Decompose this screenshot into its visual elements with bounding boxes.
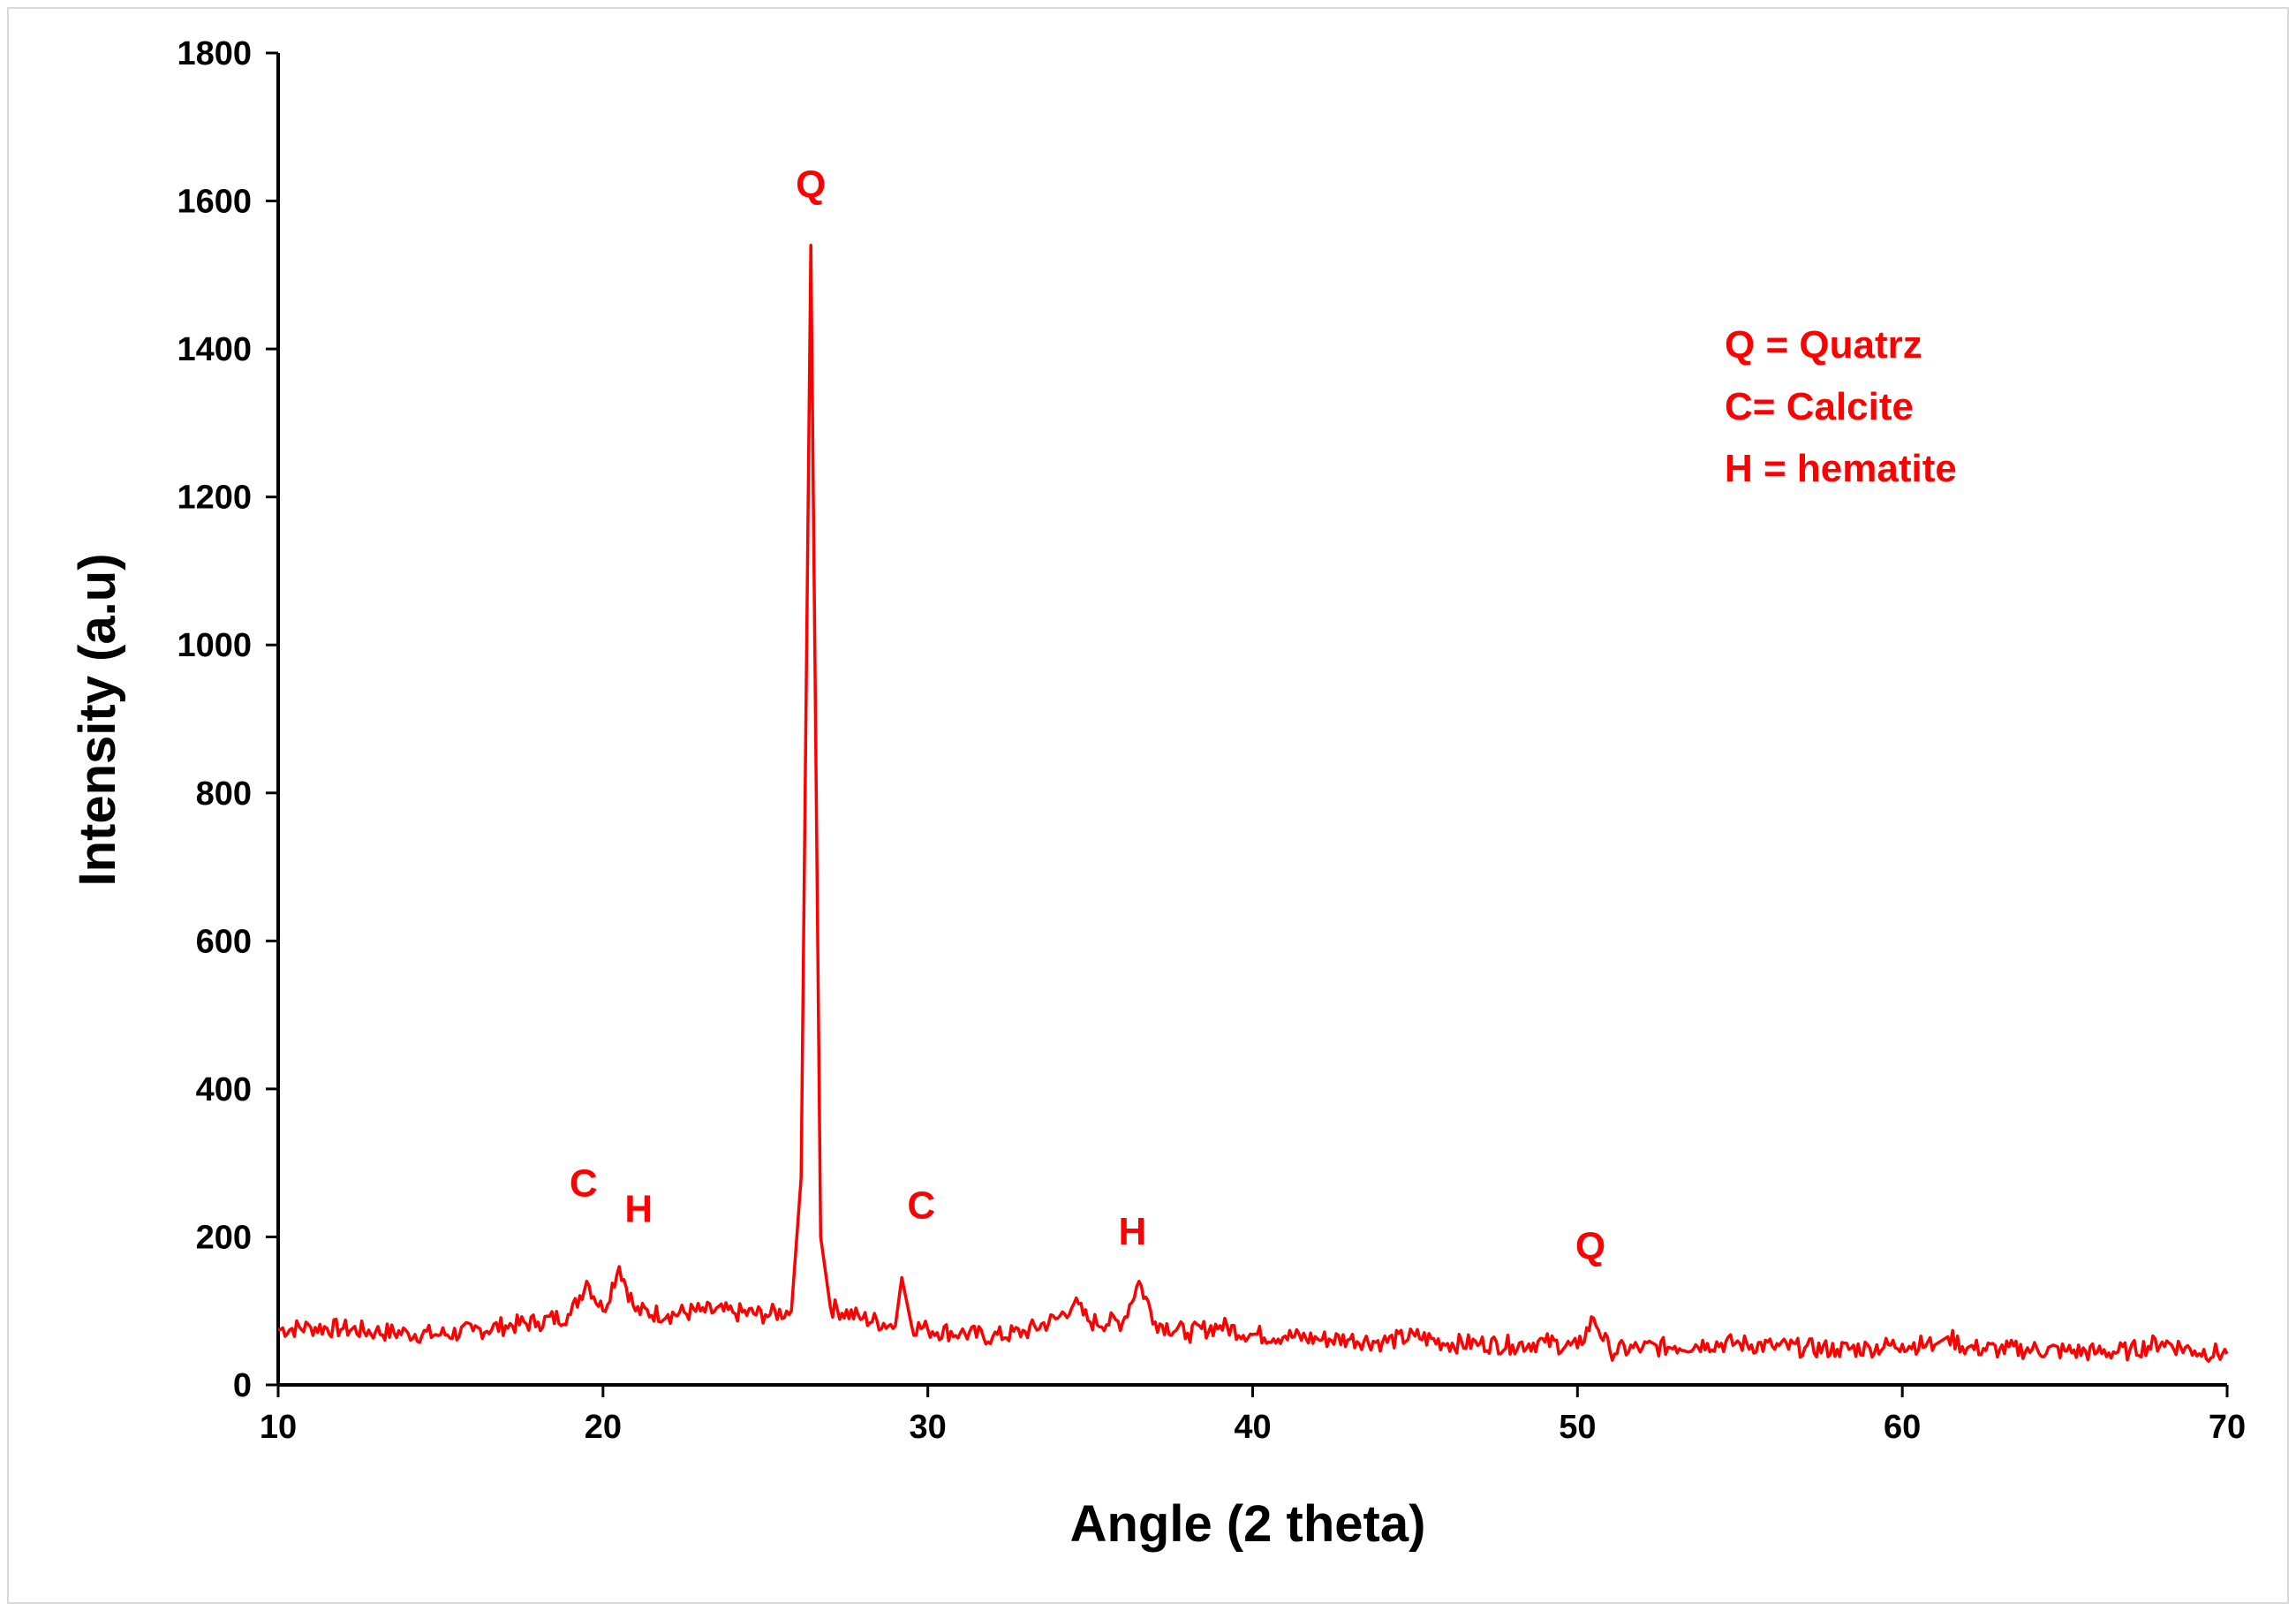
y-tick-label: 400 (196, 1071, 252, 1108)
peak-label: Q (1575, 1225, 1605, 1268)
peak-label: C (907, 1184, 935, 1228)
xrd-series-line (278, 244, 2229, 1363)
x-tick-label: 50 (1559, 1409, 1596, 1446)
x-tick-label: 70 (2209, 1409, 2246, 1446)
y-tick-label: 1800 (177, 35, 252, 72)
peak-label: C (570, 1161, 598, 1205)
x-axis-title: Angle (2 theta) (1070, 1495, 1426, 1553)
x-tick-label: 30 (910, 1409, 947, 1446)
legend-entry: C= Calcite (1725, 385, 1914, 428)
y-tick-label: 800 (196, 775, 252, 813)
peak-label: Q (796, 163, 826, 206)
x-tick-label: 40 (1234, 1409, 1271, 1446)
y-tick-label: 0 (233, 1367, 252, 1404)
y-tick-label: 200 (196, 1219, 252, 1256)
legend-entry: Q = Quatrz (1725, 323, 1922, 367)
x-ticks: 10 20 30 40 50 60 70 (260, 1385, 2246, 1446)
x-tick-label: 20 (585, 1409, 622, 1446)
x-tick-label: 60 (1884, 1409, 1921, 1446)
legend-entry: H = hematite (1725, 447, 1957, 490)
y-tick-label: 600 (196, 923, 252, 960)
series-group (278, 244, 2229, 1363)
chart-frame (7, 7, 2289, 1604)
y-ticks: 0 200 400 600 800 1000 1200 1400 1600 1800 (177, 35, 278, 1404)
y-tick-label: 1200 (177, 480, 252, 517)
y-tick-label: 1600 (177, 184, 252, 221)
x-tick-label: 10 (260, 1409, 297, 1446)
peak-label: H (624, 1188, 653, 1231)
y-axis-title: Intensity (a.u) (69, 553, 126, 886)
y-tick-label: 1000 (177, 627, 252, 664)
y-tick-label: 1400 (177, 331, 252, 368)
legend: Q = Quatrz C= Calcite H = hematite (1725, 323, 1957, 490)
peak-label: H (1119, 1210, 1147, 1253)
